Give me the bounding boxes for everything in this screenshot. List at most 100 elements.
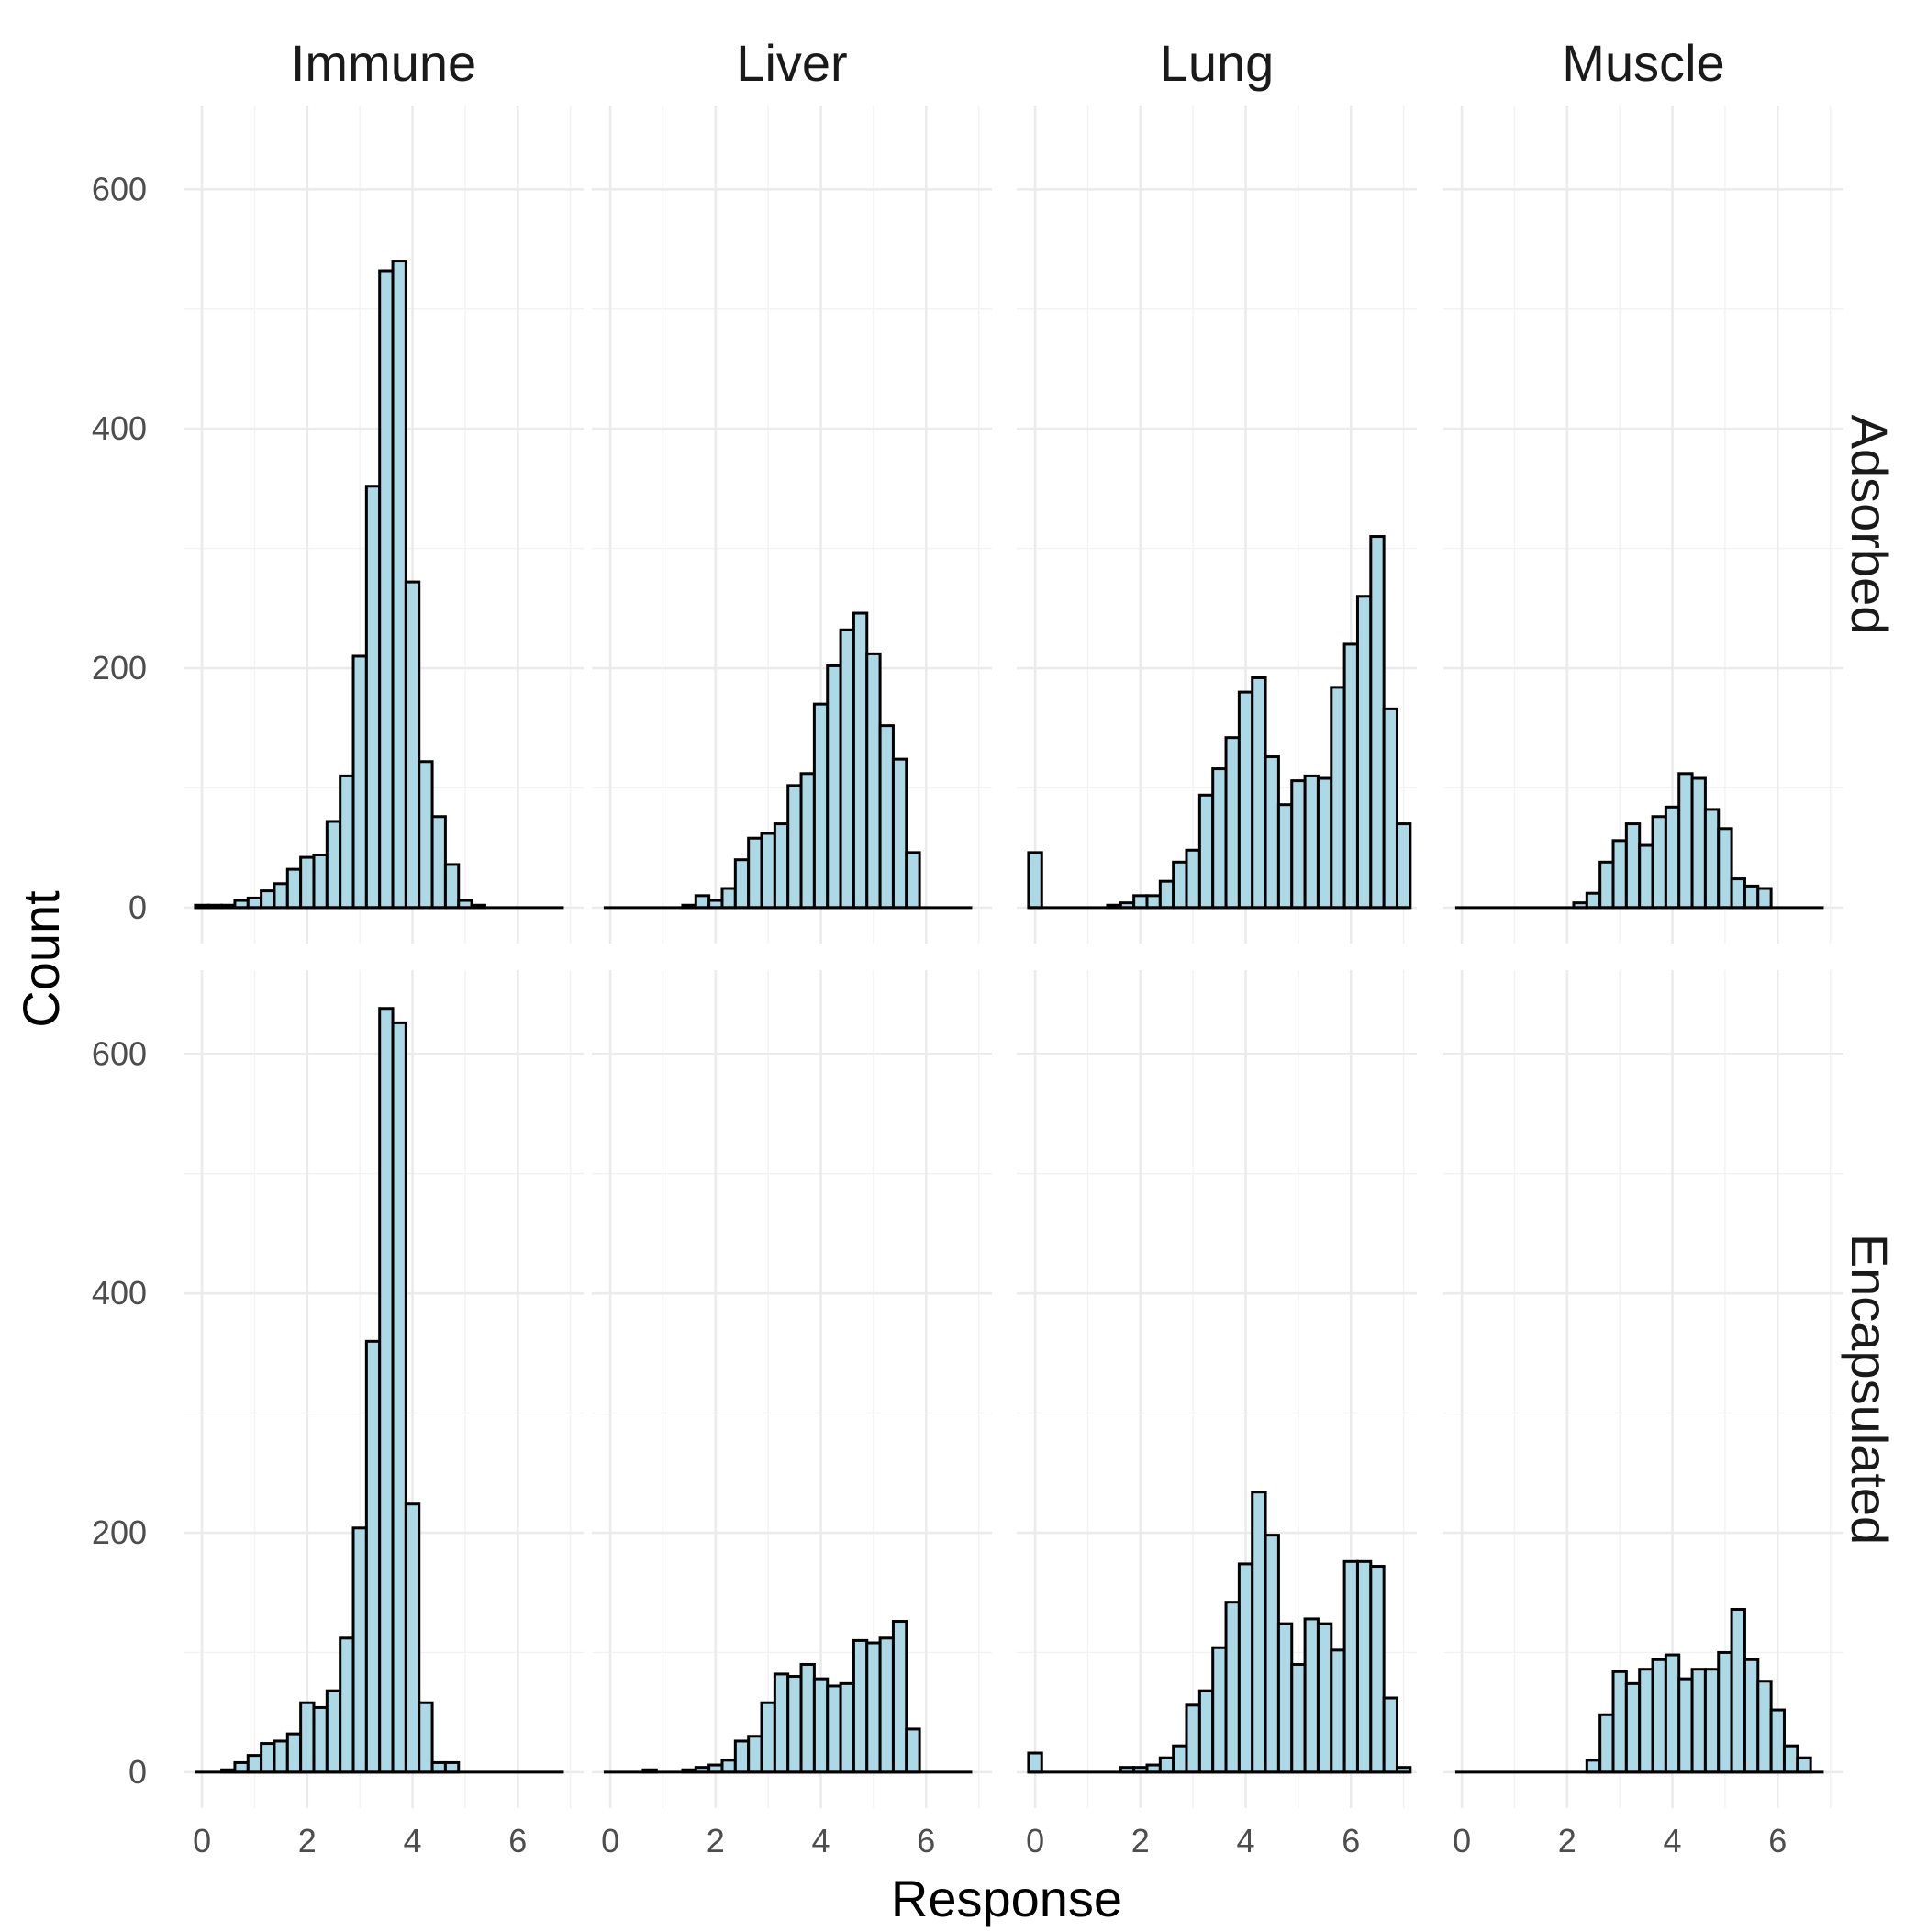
histogram-bar [720,1759,737,1774]
histogram-bar [1224,1601,1241,1774]
x-axis-title: Response [891,1870,1122,1927]
histogram-bar [246,1754,263,1774]
histogram-bar [1330,1648,1346,1774]
histogram-bar [1677,772,1694,910]
histogram-bar [430,815,447,910]
histogram-bar [364,485,382,910]
histogram-bar [1027,1751,1043,1774]
histogram-bar [865,652,882,910]
y-tick-label: 600 [92,1034,147,1072]
y-tick-label: 200 [92,1513,147,1551]
y-tick-label: 400 [92,409,147,447]
histogram-bar [1717,1650,1733,1774]
histogram-bar [299,1701,316,1774]
histogram-bar [1638,1668,1654,1774]
y-tick-label: 400 [92,1274,147,1312]
histogram-bar [1342,1559,1359,1774]
y-tick-label: 0 [128,888,147,926]
histogram-bar [299,855,316,910]
column-strip-label: Muscle [1562,34,1724,92]
histogram-bar [1585,1759,1602,1774]
histogram-bar [1730,1607,1746,1774]
histogram-bar [1703,1668,1721,1774]
x-tick-label: 6 [1768,1822,1787,1859]
histogram-bar [1316,1622,1333,1774]
histogram-bar [1276,803,1294,910]
x-tick-label: 0 [1453,1822,1471,1859]
x-tick-label: 6 [508,1822,527,1859]
x-tick-label: 4 [1664,1822,1682,1859]
histogram-bar [1651,815,1667,910]
histogram-bar [1185,848,1201,910]
histogram-bar [1611,839,1628,910]
x-tick-label: 2 [707,1822,725,1859]
histogram-bar [443,863,461,910]
histogram-bar [694,894,711,910]
grid-layer [184,106,1843,1808]
histogram-bar [812,1677,830,1774]
histogram-bar [1027,851,1043,910]
histogram-bar [1211,767,1228,910]
column-strip-label: Lung [1160,34,1275,92]
histogram-bar [733,858,751,910]
histogram-bar [1624,1681,1642,1774]
x-tick-label: 4 [404,1822,422,1859]
histogram-bar [325,820,342,910]
histogram-bar [852,611,869,910]
histogram-bar [1290,1662,1307,1774]
histogram-bar [839,1681,855,1774]
histogram-bar [1756,1680,1773,1774]
histogram-bar [1638,843,1654,910]
histogram-bar [285,867,303,910]
histogram-bar [1158,1756,1175,1774]
histogram-bar [1251,1491,1267,1774]
histogram-bar [351,1526,368,1774]
histogram-bar [273,882,289,910]
histogram-bar [852,1638,869,1774]
x-tick-label: 0 [193,1822,211,1859]
histogram-bar [404,580,421,910]
x-tick-label: 4 [812,1822,830,1859]
histogram-bar [1330,686,1346,910]
bars-layer [194,260,1824,1774]
histogram-bar [378,1007,395,1774]
histogram-bar [773,1672,790,1774]
histogram-bar [1743,884,1760,910]
histogram-bar [720,887,737,910]
histogram-bar [1598,860,1615,910]
histogram-bar [773,822,790,910]
x-tick-label: 6 [1342,1822,1360,1859]
x-tick-label: 0 [1026,1822,1044,1859]
histogram-bar [1624,822,1642,910]
histogram-bar [826,664,842,910]
histogram-bar [1132,894,1149,910]
histogram-bar [1197,793,1215,910]
histogram-bar [1769,1708,1786,1774]
y-tick-label: 600 [92,170,147,207]
histogram-bar [865,1641,882,1774]
histogram-bar [1237,690,1254,910]
histogram-bar [799,772,816,910]
histogram-bar [391,260,407,910]
histogram-bar [1355,1559,1373,1774]
histogram-bar [312,853,329,910]
histogram-bar [1598,1713,1615,1774]
histogram-bar [878,1636,895,1774]
y-tick-label: 200 [92,649,147,687]
histogram-bar [285,1732,303,1774]
column-strip-label: Liver [736,34,847,92]
histogram-bar [378,269,395,910]
histogram-bar [905,851,921,910]
histogram-bar [1303,774,1320,910]
histogram-bar [1703,808,1721,910]
histogram-bar [1185,1703,1201,1774]
histogram-bar [325,1689,342,1774]
histogram-bar [1237,1562,1254,1774]
histogram-bar [260,889,276,910]
histogram-bar [1664,805,1681,910]
histogram-bar [1316,776,1333,910]
histogram-bar [891,1620,908,1774]
histogram-bar [1158,879,1175,910]
histogram-bar [1303,1617,1320,1774]
